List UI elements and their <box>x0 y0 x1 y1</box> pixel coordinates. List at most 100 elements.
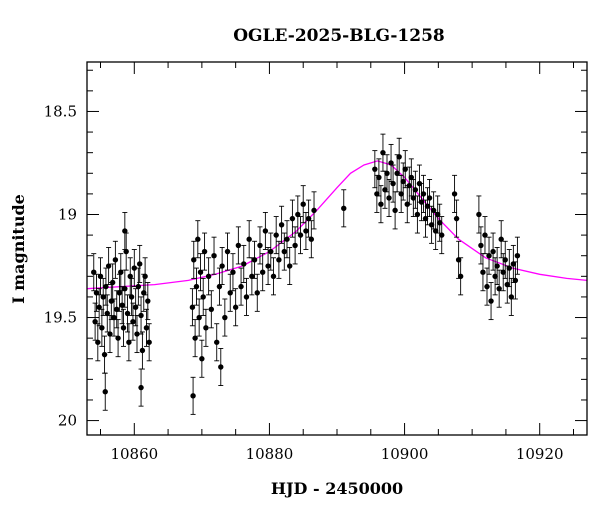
data-point <box>214 339 220 345</box>
data-point <box>388 160 394 166</box>
data-point <box>190 393 196 399</box>
y-axis-label: I magnitude <box>9 194 28 304</box>
data-point <box>492 273 498 280</box>
data-point <box>295 211 301 218</box>
data-point <box>402 166 408 172</box>
data-point <box>506 265 512 271</box>
data-point <box>259 269 266 275</box>
data-point <box>480 269 486 275</box>
data-point <box>120 325 127 331</box>
data-point <box>131 265 137 271</box>
data-point <box>284 236 290 242</box>
data-point <box>292 242 298 249</box>
data-point <box>124 310 131 317</box>
data-point <box>289 215 296 222</box>
data-point <box>203 325 209 331</box>
data-point <box>390 180 396 187</box>
data-point <box>484 283 490 290</box>
data-point <box>249 273 255 280</box>
chart-title: OGLE-2025-BLG-1258 <box>233 26 445 46</box>
data-point <box>386 195 392 201</box>
data-point <box>99 325 105 331</box>
data-point <box>138 384 144 391</box>
data-point <box>410 195 417 201</box>
data-point <box>412 187 419 193</box>
data-point <box>488 298 494 304</box>
data-point <box>434 211 441 218</box>
data-point <box>97 273 104 280</box>
data-point <box>200 294 206 300</box>
data-point <box>420 191 427 197</box>
x-tick-label: 10920 <box>516 445 564 463</box>
data-point <box>112 257 119 263</box>
data-point <box>396 154 402 160</box>
data-point <box>138 312 144 319</box>
data-point <box>96 304 102 310</box>
data-point <box>297 232 304 238</box>
data-point <box>455 257 462 263</box>
data-point <box>430 207 437 214</box>
data-point <box>219 263 225 269</box>
data-point <box>496 285 502 292</box>
data-point <box>400 178 406 185</box>
data-point <box>101 351 108 358</box>
data-point <box>457 273 464 280</box>
data-point <box>230 269 236 275</box>
data-point <box>276 257 282 263</box>
data-point <box>502 257 508 263</box>
plot-frame <box>86 61 588 436</box>
data-point <box>109 279 116 286</box>
x-axis-label: HJD - 2450000 <box>271 479 403 498</box>
data-point <box>498 236 504 242</box>
data-point <box>451 191 458 197</box>
data-point <box>114 306 120 312</box>
data-point <box>107 331 113 337</box>
data-point <box>453 215 460 222</box>
x-tick-label: 10860 <box>110 445 158 463</box>
x-tick-label: 10900 <box>381 445 429 463</box>
data-point <box>122 228 128 234</box>
data-point <box>418 199 425 205</box>
data-point <box>216 283 223 290</box>
data-point <box>265 263 271 269</box>
data-point <box>123 248 129 255</box>
data-point <box>243 294 250 300</box>
data-point <box>218 364 224 370</box>
data-point <box>494 263 500 269</box>
data-point <box>372 166 378 172</box>
data-point <box>197 269 204 275</box>
data-point <box>208 306 215 312</box>
y-tick-label: 20 <box>58 412 77 430</box>
data-point <box>122 285 128 292</box>
data-point <box>191 257 197 263</box>
data-point <box>394 170 400 176</box>
data-point <box>224 248 231 255</box>
data-point <box>119 302 125 308</box>
data-point <box>512 277 519 284</box>
data-point <box>193 283 200 290</box>
data-point <box>92 318 98 325</box>
plot-area <box>86 133 588 415</box>
data-point <box>374 191 380 197</box>
data-point <box>105 263 112 269</box>
data-point <box>414 211 421 218</box>
data-point <box>134 331 140 337</box>
data-point <box>192 335 198 341</box>
data-point <box>254 290 260 296</box>
x-tick-label: 10880 <box>246 445 294 463</box>
data-point <box>145 298 151 304</box>
data-point <box>238 283 244 290</box>
data-point <box>142 273 148 280</box>
data-point <box>130 318 136 325</box>
data-point <box>257 242 263 249</box>
data-point <box>232 304 239 310</box>
data-point <box>490 248 496 255</box>
data-point <box>111 314 117 321</box>
data-point <box>126 339 132 345</box>
data-point <box>199 356 205 362</box>
data-point <box>195 236 201 242</box>
data-point <box>227 290 233 296</box>
data-point <box>143 325 150 331</box>
data-point <box>91 269 97 275</box>
y-tick-label: 19 <box>58 205 77 223</box>
